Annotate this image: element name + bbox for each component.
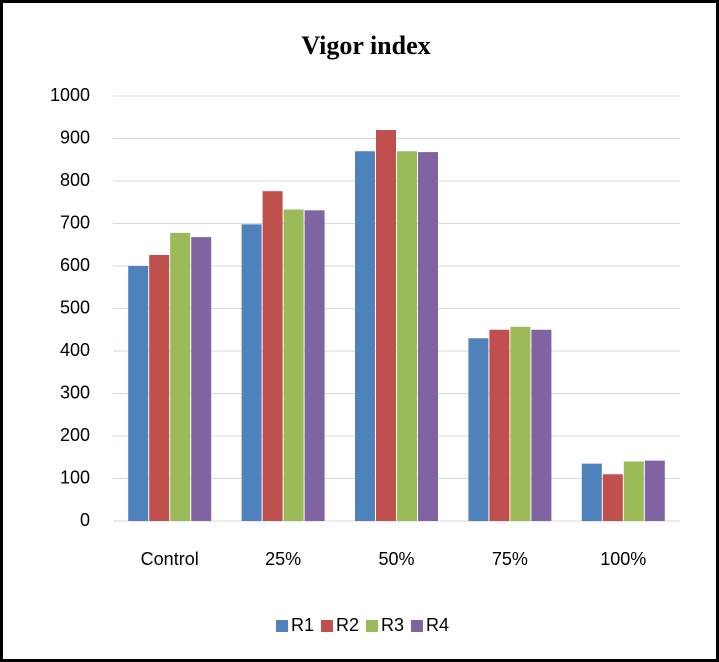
bar [581, 463, 602, 521]
x-tick-label: Control [141, 549, 199, 569]
legend-swatch [276, 620, 288, 632]
y-tick-label: 0 [80, 510, 90, 530]
y-tick-label: 500 [60, 297, 90, 317]
bar [128, 266, 149, 521]
legend-label: R1 [291, 615, 314, 635]
bar [191, 237, 212, 521]
y-tick-label: 1000 [50, 85, 90, 105]
bar [510, 326, 531, 521]
bar [602, 474, 623, 521]
y-tick-label: 100 [60, 467, 90, 487]
bar [418, 152, 438, 521]
bar [304, 210, 325, 521]
bar [397, 151, 417, 521]
legend-swatch [321, 620, 333, 632]
bar [283, 209, 304, 521]
bar [489, 329, 510, 521]
y-tick-label: 600 [60, 255, 90, 275]
x-tick-label: 75% [492, 549, 528, 569]
bar [468, 338, 489, 521]
legend-swatch [411, 620, 423, 632]
bar [170, 232, 191, 521]
bar [262, 191, 283, 521]
y-tick-label: 900 [60, 127, 90, 147]
x-tick-label: 25% [265, 549, 301, 569]
legend-label: R4 [426, 615, 449, 635]
bar [149, 254, 170, 521]
y-tick-label: 300 [60, 382, 90, 402]
bar [531, 329, 552, 521]
y-tick-label: 700 [60, 212, 90, 232]
x-tick-label: 50% [378, 549, 414, 569]
bar [241, 224, 262, 521]
y-tick-label: 400 [60, 340, 90, 360]
chart-title: Vigor index [301, 31, 430, 60]
legend-label: R2 [336, 615, 359, 635]
bar [355, 151, 375, 521]
bar [376, 130, 396, 521]
bar [623, 461, 644, 521]
bar [644, 460, 665, 521]
legend-label: R3 [381, 615, 404, 635]
legend-swatch [366, 620, 378, 632]
y-tick-label: 800 [60, 170, 90, 190]
x-tick-label: 100% [600, 549, 646, 569]
y-tick-label: 200 [60, 425, 90, 445]
